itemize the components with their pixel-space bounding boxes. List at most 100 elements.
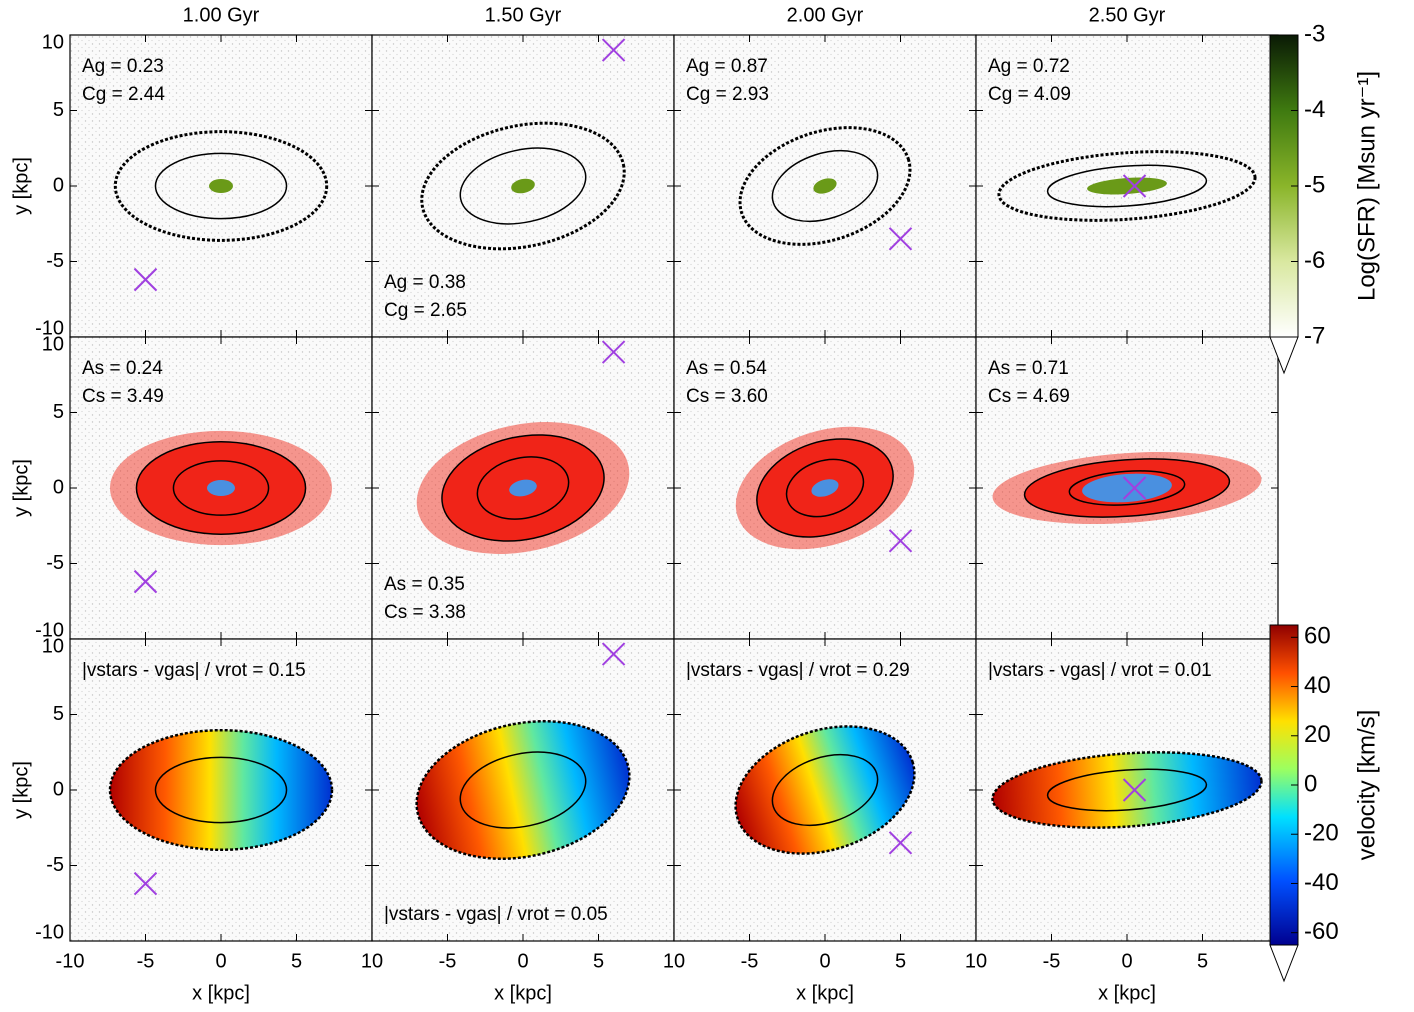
annotation: |vstars - vgas| / vrot = 0.29 — [686, 660, 910, 681]
y-tick-label: -10 — [35, 317, 64, 339]
y-tick-label: 0 — [53, 778, 64, 800]
velocity-field — [734, 725, 916, 855]
panel: Ag = 0.23 Cg = 2.44 — [69, 34, 373, 338]
colorbar-tick-label: 20 — [1304, 721, 1331, 748]
annotation: Cs = 3.38 — [384, 602, 466, 623]
x-tick-label: 10 — [663, 950, 685, 972]
panel: Ag = 0.38 Cg = 2.65 — [371, 34, 675, 338]
gas-contour — [1046, 768, 1208, 812]
gas-contour — [1046, 164, 1208, 208]
annotation: Ag = 0.38 — [384, 272, 466, 293]
velocity-field — [415, 720, 631, 860]
y-tick-label: -10 — [35, 921, 64, 943]
gas-contour — [113, 130, 329, 242]
x-tick-label: 0 — [1121, 950, 1132, 972]
colorbar-tick-label: -60 — [1304, 918, 1339, 945]
sfr-region — [813, 178, 837, 194]
y-tick-label: 0 — [53, 476, 64, 498]
annotation: Cg = 2.44 — [82, 84, 165, 105]
x-tick-label: 0 — [819, 950, 830, 972]
companion-marker — [601, 340, 626, 364]
x-tick-label: 5 — [593, 950, 604, 972]
colorbar-tick-label: -5 — [1304, 171, 1325, 198]
x-tick-label: 10 — [361, 950, 383, 972]
companion-marker — [1122, 778, 1147, 802]
gas-contour — [771, 753, 879, 827]
young-stars — [509, 479, 537, 497]
colorbar-tick-label: -4 — [1304, 96, 1325, 123]
gas-contour — [420, 121, 626, 251]
annotation: As = 0.35 — [384, 574, 465, 595]
annotation: Cs = 3.60 — [686, 386, 768, 407]
sfr-region — [511, 178, 535, 194]
y-tick-label: 5 — [53, 703, 64, 725]
y-tick-label: 5 — [53, 401, 64, 423]
annotation: |vstars - vgas| / vrot = 0.15 — [82, 660, 306, 681]
y-tick-label: -10 — [35, 619, 64, 641]
companion-marker — [888, 227, 913, 251]
panel: |vstars - vgas| / vrot = 0.29 — [673, 638, 977, 942]
annotation: As = 0.71 — [988, 358, 1069, 379]
y-axis-label: y [kpc] — [10, 459, 32, 517]
x-tick-label: -5 — [439, 950, 457, 972]
gas-contour — [459, 751, 587, 829]
x-axis-label: x [kpc] — [192, 982, 250, 1004]
y-tick-label: 10 — [42, 333, 64, 355]
x-tick-label: 5 — [895, 950, 906, 972]
y-tick-label: -5 — [46, 854, 64, 876]
colorbar-tick-label: -6 — [1304, 247, 1325, 274]
companion-marker — [1122, 174, 1147, 198]
panel: Ag = 0.87 Cg = 2.93 — [673, 34, 977, 338]
annotation: Cs = 3.49 — [82, 386, 164, 407]
panel: |vstars - vgas| / vrot = 0.05 — [371, 638, 675, 942]
panel: As = 0.24 Cs = 3.49 — [69, 336, 373, 640]
annotation: Cg = 2.93 — [686, 84, 769, 105]
annotation: |vstars - vgas| / vrot = 0.01 — [988, 660, 1212, 681]
annotation: As = 0.24 — [82, 358, 163, 379]
column-title: 1.50 Gyr — [485, 4, 562, 26]
velocity-field — [108, 728, 334, 852]
young-stars — [1082, 473, 1172, 503]
y-axis-label: y [kpc] — [10, 761, 32, 819]
panel: As = 0.71 Cs = 4.69 — [975, 336, 1279, 640]
stellar-contour — [476, 456, 570, 520]
colorbar-tick-label: 40 — [1304, 672, 1331, 699]
companion-marker — [1122, 476, 1147, 500]
sfr-region — [209, 179, 233, 193]
column-title: 2.00 Gyr — [787, 4, 864, 26]
annotation: Cg = 2.65 — [384, 300, 467, 321]
x-axis-label: x [kpc] — [494, 982, 552, 1004]
annotation: Ag = 0.87 — [686, 56, 768, 77]
colorbar-tick-label: -7 — [1304, 322, 1325, 349]
colorbar-extension — [1269, 944, 1299, 983]
x-tick-label: 5 — [1197, 950, 1208, 972]
y-tick-label: 10 — [42, 31, 64, 53]
stellar-contour — [1068, 470, 1186, 506]
x-tick-label: 0 — [215, 950, 226, 972]
colorbar-tick-label: -40 — [1304, 869, 1339, 896]
gas-contour — [771, 149, 879, 223]
panel: Ag = 0.72 Cg = 4.09 — [975, 34, 1279, 338]
companion-marker — [133, 569, 158, 594]
panel: As = 0.54 Cs = 3.60 — [673, 336, 977, 640]
gas-contour — [738, 126, 912, 246]
companion-marker — [601, 38, 626, 62]
velocity-field — [991, 751, 1263, 829]
x-tick-label: 10 — [965, 950, 987, 972]
annotation: Cs = 4.69 — [988, 386, 1070, 407]
y-axis-label: y [kpc] — [10, 157, 32, 215]
x-tick-label: 5 — [291, 950, 302, 972]
stellar-contour — [172, 460, 270, 516]
annotation: Ag = 0.23 — [82, 56, 164, 77]
annotation: As = 0.54 — [686, 358, 767, 379]
y-tick-label: 5 — [53, 99, 64, 121]
companion-marker — [888, 529, 913, 553]
y-tick-label: -5 — [46, 250, 64, 272]
panel: |vstars - vgas| / vrot = 0.01 — [975, 638, 1279, 942]
gas-contour — [459, 147, 587, 225]
annotation: Ag = 0.72 — [988, 56, 1070, 77]
young-stars — [207, 480, 235, 496]
colorbar-tick-label: -20 — [1304, 820, 1339, 847]
x-tick-label: -5 — [741, 950, 759, 972]
colorbar-label: Log(SFR) [Msun yr⁻¹] — [1353, 71, 1380, 301]
